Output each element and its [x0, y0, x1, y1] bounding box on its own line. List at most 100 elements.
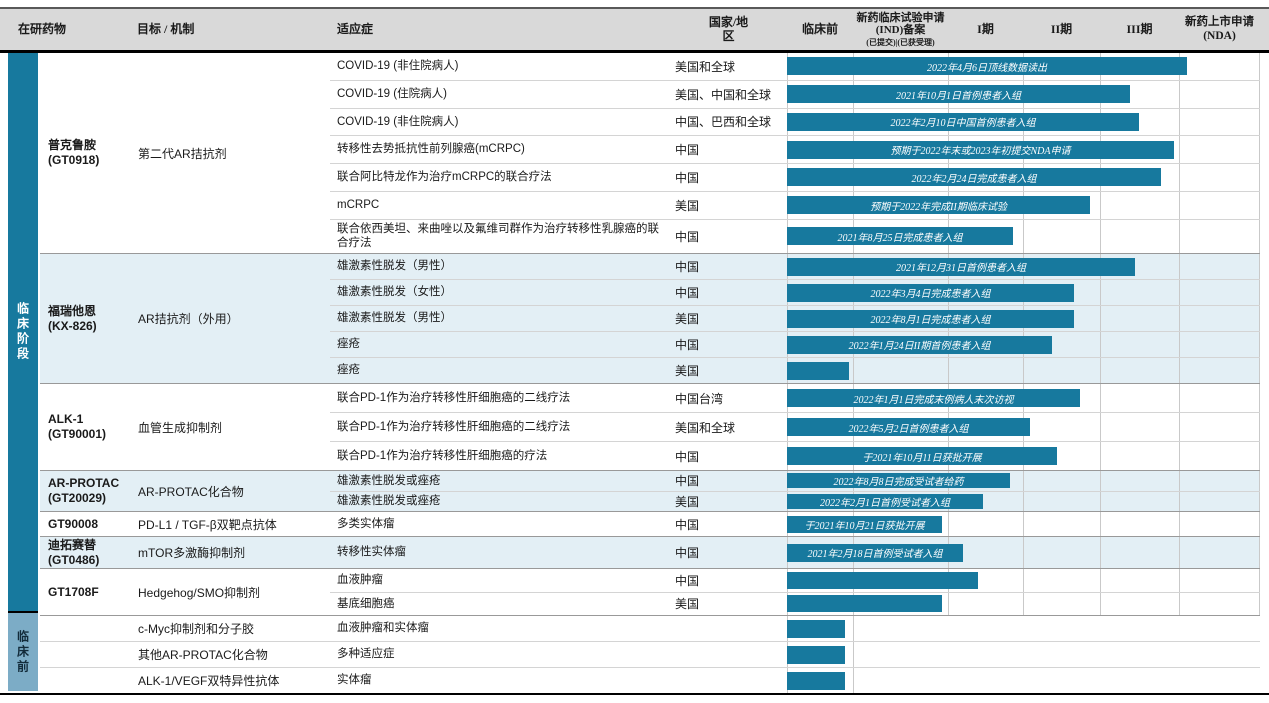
section-kx826: 福瑞他恩 (KX-826) AR拮抗剂（外用） 雄激素性脱发（男性） 中国 20…: [40, 253, 1260, 383]
indication-cell: 雄激素性脱发或痤疮: [337, 474, 441, 487]
milestone-label: 2022年4月6日顶线数据读出: [927, 62, 1047, 74]
milestone-label: 预期于2022年完成II期临床试验: [870, 201, 1007, 213]
milestone-label: 2022年2月24日完成患者入组: [911, 173, 1037, 185]
drug-name: GT1708F: [48, 584, 99, 599]
country-cell: 中国: [675, 573, 700, 588]
country-cell: [670, 642, 787, 667]
gantt-bar: 2021年12月31日首例患者入组: [787, 257, 1135, 276]
country-cell: 美国: [675, 597, 700, 612]
column-header-ind-filing-label: 新药临床试验申请(IND)备案: [856, 11, 945, 37]
drug-cell: 迪拓赛替 (GT0486): [40, 537, 135, 568]
country-cell: [670, 668, 787, 693]
indication-cell: COVID-19 (非住院病人): [337, 115, 459, 128]
gantt-cell: 2022年1月1日完成末例病人末次访视: [787, 384, 1260, 412]
gantt-bar: 2022年2月24日完成患者入组: [787, 168, 1161, 187]
gantt-cell: 2021年8月25日完成患者入组: [787, 219, 1260, 254]
column-header-ind-filing-sublabel: (已提交)|(已获受理): [866, 38, 935, 48]
gantt-bar: [787, 361, 849, 380]
indication-cell: 联合PD-1作为治疗转移性肝细胞癌的疗法: [337, 449, 548, 462]
mechanism-cell: 其他AR-PROTAC化合物: [138, 648, 268, 662]
pipeline-row: c-Myc抑制剂和分子胶 血液肿瘤和实体瘤: [40, 616, 1260, 642]
drug-cell: GT90008: [40, 512, 135, 536]
drug-cell: ALK-1 (GT90001): [40, 384, 135, 470]
pipeline-row: 痤疮 中国 2022年1月24日II期首例患者入组: [330, 332, 1260, 358]
gantt-bar: [787, 595, 942, 613]
gantt-bar: 2022年4月6日顶线数据读出: [787, 57, 1187, 76]
indication-cell: 联合依西美坦、来曲唑以及氟维司群作为治疗转移性乳腺癌的联合疗法: [337, 222, 659, 250]
indication-cell: COVID-19 (非住院病人): [337, 60, 459, 73]
indication-cell: 痤疮: [337, 364, 360, 377]
indication-cell: 联合PD-1作为治疗转移性肝细胞癌的二线疗法: [337, 420, 571, 433]
gantt-cell: 2022年5月2日首例患者入组: [787, 413, 1260, 441]
mechanism-cell: ALK-1/VEGF双特异性抗体: [138, 674, 280, 688]
indication-cell: 血液肿瘤和实体瘤: [337, 622, 429, 635]
column-header-country: 国家/地区: [670, 15, 787, 44]
section-rows: 多类实体瘤 中国 于2021年10月21日获批开展: [330, 512, 1260, 536]
country-cell: 中国: [675, 338, 700, 352]
mechanism-cell: AR-PROTAC化合物: [138, 484, 244, 499]
column-header-nda: 新药上市申请(NDA): [1185, 16, 1254, 42]
pipeline-row: 雄激素性脱发（男性） 中国 2021年12月31日首例患者入组: [330, 254, 1260, 280]
milestone-label: 2022年1月24日II期首例患者入组: [848, 341, 991, 352]
table-body: 临床阶段 临床前 普克鲁胺 (GT0918) 第二代AR拮抗剂 COVID-19…: [0, 53, 1269, 695]
mechanism-cell: mTOR多激酶抑制剂: [138, 546, 246, 560]
gantt-cell: 2022年8月1日完成患者入组: [787, 306, 1260, 331]
gantt-cell: [787, 592, 1260, 615]
country-cell: 美国和全球: [675, 420, 736, 435]
drug-name: 普克鲁胺: [48, 138, 97, 152]
pipeline-row: 血液肿瘤 中国: [330, 569, 1260, 593]
milestone-label: 2021年10月1日首例患者入组: [896, 90, 1021, 102]
mechanism-cell: 血管生成抑制剂: [138, 420, 223, 435]
pipeline-row: COVID-19 (非住院病人) 美国和全球 2022年4月6日顶线数据读出: [330, 53, 1260, 81]
indication-cell: 转移性实体瘤: [337, 546, 406, 559]
gantt-bar: 2022年2月10日中国首例患者入组: [787, 112, 1139, 131]
column-header-phase2: II期: [1050, 21, 1073, 36]
gantt-bar: 于2021年10月11日获批开展: [787, 447, 1057, 465]
milestone-label: 2022年1月1日完成末例病人末次访视: [853, 394, 1014, 406]
mechanism-cell: PD-L1 / TGF-β双靶点抗体: [138, 517, 277, 532]
milestone-label: 2022年3月4日完成患者入组: [870, 289, 991, 300]
gantt-cell: [787, 569, 1260, 592]
section-rows: 雄激素性脱发（男性） 中国 2021年12月31日首例患者入组 雄激素性脱发（女…: [330, 254, 1260, 383]
gantt-cell: 2021年12月31日首例患者入组: [787, 254, 1260, 279]
column-header-preclinical: 临床前: [801, 21, 838, 36]
country-cell: 中国: [675, 229, 700, 244]
gantt-bar: 2022年5月2日首例患者入组: [787, 418, 1030, 436]
section-rows: COVID-19 (非住院病人) 美国和全球 2022年4月6日顶线数据读出 C…: [330, 53, 1260, 254]
gantt-cell: 于2021年10月11日获批开展: [787, 442, 1260, 470]
pipeline-row: 联合PD-1作为治疗转移性肝细胞癌的二线疗法 中国台湾 2022年1月1日完成末…: [330, 384, 1260, 413]
gantt-cell: 于2021年10月21日获批开展: [787, 512, 1260, 536]
country-cell: 中国: [675, 517, 700, 532]
indication-cell: 雄激素性脱发或痤疮: [337, 495, 441, 508]
section-gt20029: AR-PROTAC (GT20029) AR-PROTAC化合物 雄激素性脱发或…: [40, 470, 1260, 511]
indication-cell: mCRPC: [337, 199, 380, 212]
section-gt90001: ALK-1 (GT90001) 血管生成抑制剂 联合PD-1作为治疗转移性肝细胞…: [40, 383, 1260, 470]
pipeline-row: COVID-19 (非住院病人) 中国、巴西和全球 2022年2月10日中国首例…: [330, 108, 1260, 137]
pipeline-row: COVID-19 (住院病人) 美国、中国和全球 2021年10月1日首例患者入…: [330, 80, 1260, 109]
country-cell: 美国: [675, 364, 700, 378]
section-rows: c-Myc抑制剂和分子胶 血液肿瘤和实体瘤 其他AR-PROTAC化合物 多种适…: [40, 616, 1260, 693]
pipeline-row: ALK-1/VEGF双特异性抗体 实体瘤: [40, 668, 1260, 693]
column-header-drug: 在研药物: [18, 21, 67, 36]
drug-cell: 普克鲁胺 (GT0918): [40, 53, 135, 253]
country-cell: 中国: [675, 260, 700, 274]
pipeline-row: mCRPC 美国 预期于2022年完成II期临床试验: [330, 191, 1260, 220]
drug-cell: [40, 668, 135, 693]
pipeline-row: 联合阿比特龙作为治疗mCRPC的联合疗法 中国 2022年2月24日完成患者入组: [330, 164, 1260, 192]
country-cell: 中国: [675, 449, 700, 464]
stage-sidebar: 临床阶段 临床前: [0, 53, 40, 693]
section-preclinical: c-Myc抑制剂和分子胶 血液肿瘤和实体瘤 其他AR-PROTAC化合物 多种适…: [40, 615, 1260, 693]
country-cell: 美国: [675, 198, 700, 213]
gantt-bar: 预期于2022年末或2023年初提交NDA申请: [787, 140, 1174, 159]
milestone-label: 2022年2月1日首例受试者入组: [820, 497, 950, 509]
section-gt0918: 普克鲁胺 (GT0918) 第二代AR拮抗剂 COVID-19 (非住院病人) …: [40, 53, 1260, 254]
gantt-bar: [787, 645, 845, 664]
country-cell: 美国: [675, 494, 700, 509]
column-header-ind-filing: 新药临床试验申请(IND)备案 (已提交)|(已获受理): [853, 12, 948, 47]
gantt-cell: 2022年4月6日顶线数据读出: [787, 53, 1260, 80]
drug-name: ALK-1: [48, 412, 84, 426]
pipeline-row: 雄激素性脱发（女性） 中国 2022年3月4日完成患者入组: [330, 280, 1260, 306]
section-rows: 雄激素性脱发或痤疮 中国 2022年8月8日完成受试者给药 雄激素性脱发或痤疮 …: [330, 471, 1260, 511]
gantt-cell: 2022年2月24日完成患者入组: [787, 164, 1260, 191]
pipeline-row: 痤疮 美国: [330, 358, 1260, 383]
